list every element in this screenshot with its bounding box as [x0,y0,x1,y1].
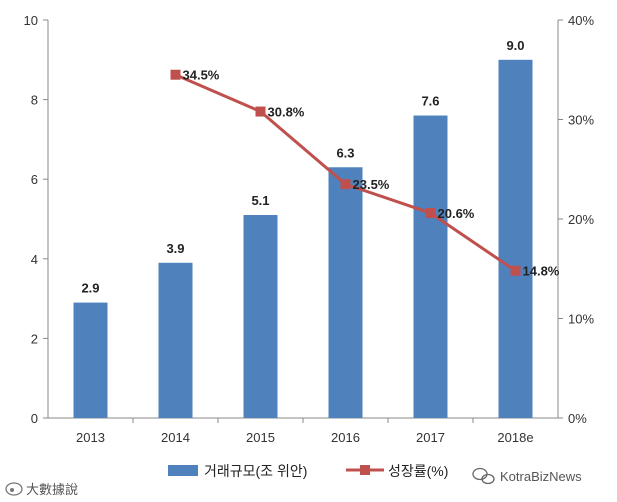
left-y-tick-label: 6 [31,172,38,187]
growth-point [340,179,351,190]
bar-value-label: 7.6 [421,94,439,109]
left-y-tick-label: 8 [31,93,38,108]
x-tick-label: 2018e [497,430,533,445]
growth-value-label: 23.5% [353,177,390,192]
legend-line-marker [360,465,370,475]
bar-value-label: 9.0 [506,38,524,53]
bar-value-label: 6.3 [336,145,354,160]
bar [498,59,533,419]
growth-point [425,208,436,219]
legend-bar-label: 거래규모(조 위안) [204,463,307,479]
legend: 거래규모(조 위안) 성장률(%) [168,463,448,479]
growth-value-label: 14.8% [523,264,560,279]
watermark-right: KotraBizNews [500,469,582,484]
growth-point [510,265,521,276]
right-y-tick-label: 40% [568,13,594,28]
x-tick-label: 2016 [331,430,360,445]
axes: 0 2 4 6 8 10 0% 10% 20% 30% 40% 2013 2014 2015 2016 201… [24,13,595,445]
bar [328,167,363,418]
bar [243,215,278,418]
right-y-tick-label: 30% [568,113,594,128]
growth-point [170,69,181,80]
right-y-tick-label: 10% [568,312,594,327]
legend-bar-swatch [168,465,198,476]
weibo-icon [5,482,23,496]
growth-value-label: 20.6% [438,206,475,221]
legend-line-label: 성장률(%) [388,463,448,479]
bar-value-label: 3.9 [166,241,184,256]
growth-value-label: 34.5% [183,68,220,83]
bar [73,302,108,418]
left-y-tick-label: 0 [31,411,38,426]
bar [158,262,193,418]
growth-line-series [170,69,521,276]
x-tick-label: 2013 [76,430,105,445]
bar-value-label: 2.9 [81,281,99,296]
growth-point [255,106,266,117]
bar-value-label: 5.1 [251,193,269,208]
watermarks: 大數據說 KotraBizNews [5,467,582,497]
data-labels: 2.9 3.9 5.1 6.3 7.6 9.0 34.5% 30.8% 23.5% 20.6% 14… [81,38,559,296]
x-tick-label: 2017 [416,430,445,445]
bar-series [73,59,533,419]
right-y-tick-label: 20% [568,212,594,227]
watermark-left: 大數據說 [26,482,78,497]
left-y-tick-label: 2 [31,331,38,346]
right-y-tick-label: 0% [568,411,587,426]
bar [413,115,448,419]
x-tick-label: 2015 [246,430,275,445]
growth-value-label: 30.8% [268,105,305,120]
left-y-tick-label: 10 [24,13,38,28]
wechat-icon [472,467,495,485]
left-y-tick-label: 4 [31,252,38,267]
x-tick-label: 2014 [161,430,190,445]
